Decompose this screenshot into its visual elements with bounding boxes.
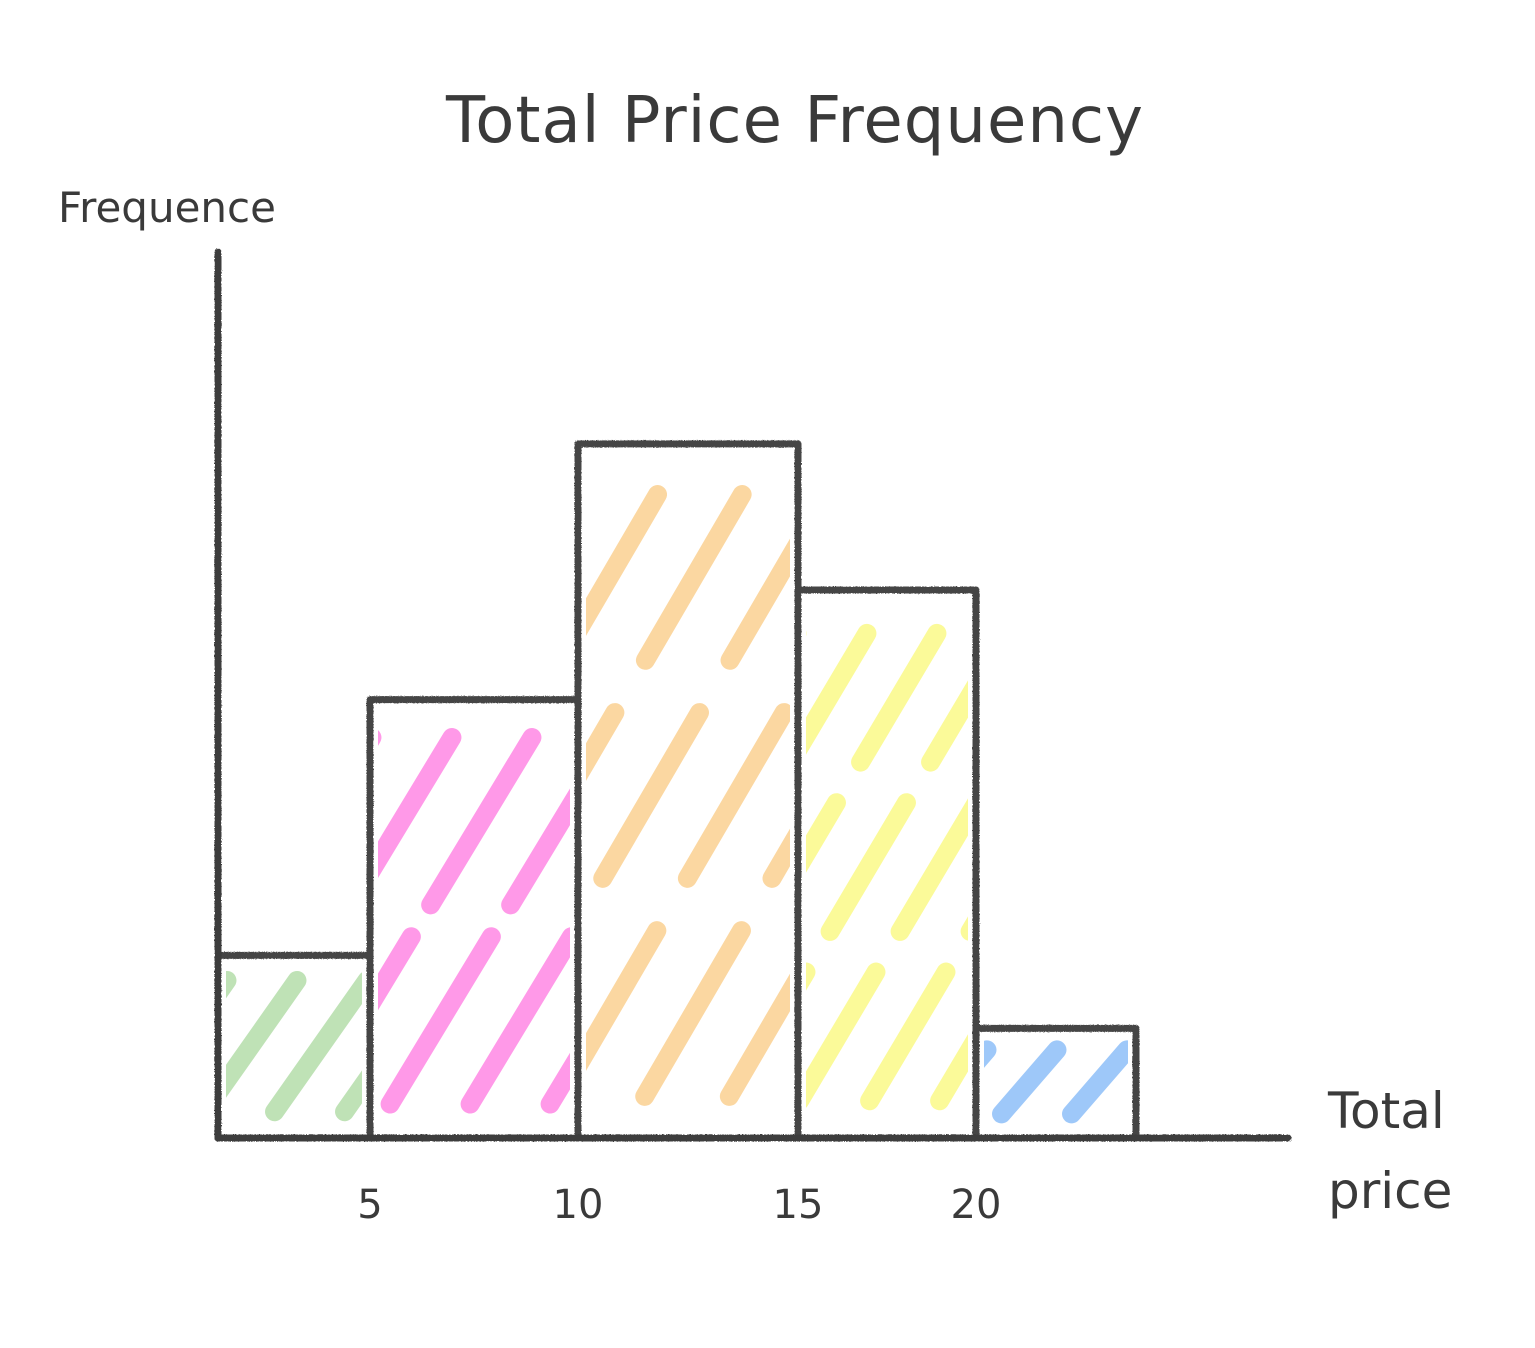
hatch-stroke	[226, 970, 307, 1098]
hatch-stroke	[226, 970, 237, 999]
hatch-stroke	[421, 727, 542, 915]
bar-3	[349, 440, 1165, 1142]
hatch-stroke	[476, 495, 573, 661]
hatch-stroke	[460, 927, 570, 1114]
y-axis-label: Frequence	[58, 183, 276, 232]
hatch-stroke	[230, 937, 331, 1104]
hatch-stroke	[930, 1034, 968, 1111]
hatch-stroke	[899, 495, 996, 661]
hatch-stroke	[921, 680, 968, 772]
bar-2-hatch	[230, 727, 570, 1114]
x-axis-label-text: Total price	[1327, 1082, 1452, 1220]
hatch-stroke	[586, 921, 667, 1071]
hatch-stroke	[378, 730, 382, 746]
hatch-stroke	[1068, 495, 1165, 661]
bar-5-hatch	[984, 1040, 1197, 1124]
hatch-stroke	[1001, 633, 1077, 762]
bars-group	[214, 440, 1217, 1142]
hatch-stroke	[265, 972, 362, 1122]
bar-5	[972, 1024, 1197, 1142]
x-tick-label-5: 5	[357, 1182, 382, 1228]
hatch-stroke	[1142, 1050, 1197, 1114]
hatch-stroke	[806, 623, 877, 755]
hatch-stroke	[992, 1040, 1067, 1124]
hatch-stroke	[677, 703, 790, 888]
hatch-stroke	[635, 485, 752, 670]
hatch-stroke	[380, 927, 501, 1114]
hatch-stroke	[984, 495, 1081, 661]
hatch-stroke	[820, 793, 916, 941]
x-tick-label-20: 20	[951, 1182, 1002, 1228]
hatch-stroke	[378, 927, 421, 1011]
hatch-stroke	[719, 973, 790, 1106]
hatch-stroke	[586, 703, 625, 781]
ticks-group: 5 10 15 20	[205, 404, 1002, 1228]
hatch-stroke	[960, 916, 968, 941]
hatch-stroke	[720, 538, 790, 670]
chart-title: Total Price Frequency	[445, 84, 1144, 158]
hatch-stroke	[806, 962, 886, 1108]
hatch-stroke	[335, 1070, 362, 1122]
hatch-stroke	[1040, 803, 1116, 932]
hatch-stroke	[593, 703, 709, 888]
hatch-stroke	[540, 1052, 570, 1114]
bar-4-hatch	[806, 623, 1217, 1111]
hatch-stroke	[501, 788, 570, 915]
hatch-stroke	[1141, 633, 1217, 762]
hatch-stroke	[806, 793, 846, 873]
hatch-stroke	[349, 713, 446, 879]
hatch-stroke	[762, 828, 790, 888]
hatch-stroke	[378, 727, 462, 879]
axes-group	[214, 248, 1292, 1142]
hatch-stroke	[586, 485, 668, 636]
bar-1-hatch	[226, 970, 362, 1122]
hatch-stroke	[1062, 1040, 1128, 1124]
hatch-stroke	[635, 921, 751, 1106]
hatch-stroke	[851, 623, 947, 772]
x-tick-label-10: 10	[553, 1182, 604, 1228]
x-axis-label: Total price	[1327, 1082, 1452, 1220]
hatch-stroke	[890, 798, 968, 941]
hatch-stroke	[860, 962, 956, 1111]
hatch-stroke	[1071, 633, 1147, 762]
x-tick-label-15: 15	[773, 1182, 824, 1228]
bar-3-hatch	[349, 485, 1165, 1106]
